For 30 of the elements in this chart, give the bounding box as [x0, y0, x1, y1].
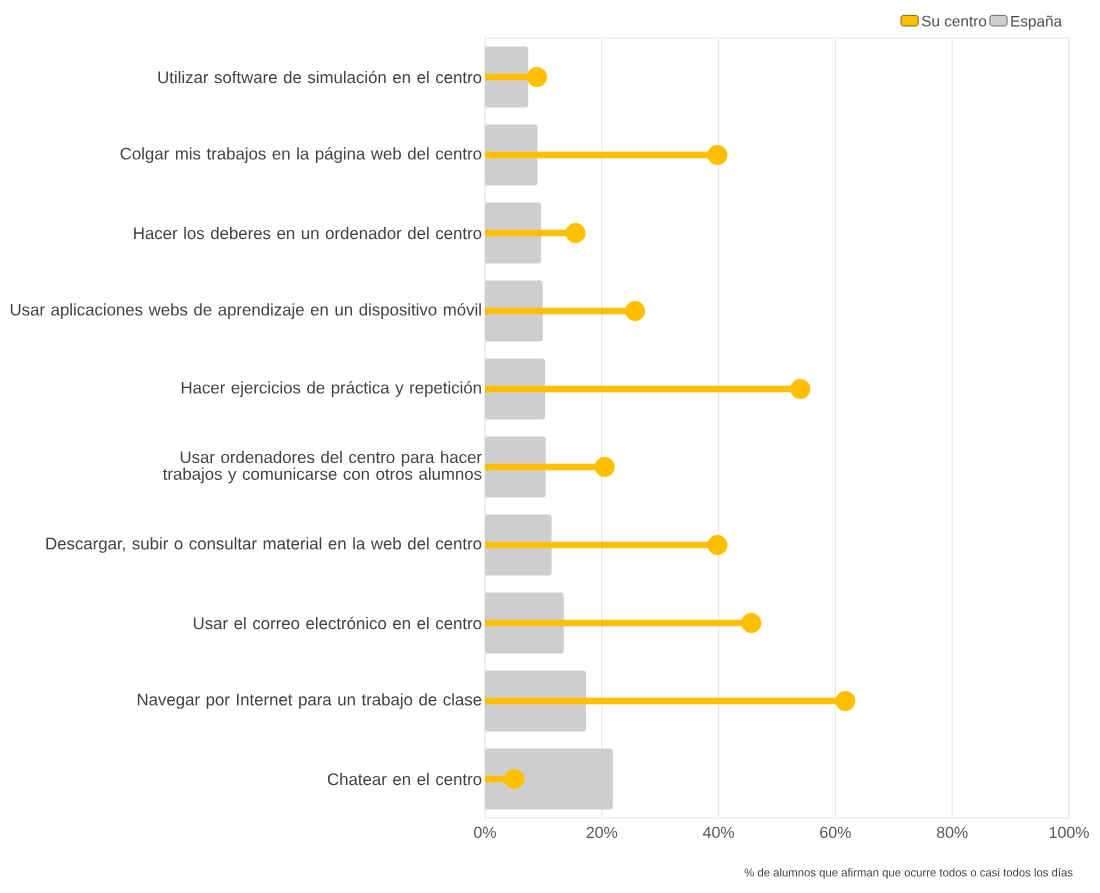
point [707, 144, 728, 166]
x-tick-label: 80% [936, 826, 968, 839]
point [504, 768, 525, 790]
point [594, 456, 615, 478]
y-tick-label: Navegar por Internet para un trabajo de clase [137, 693, 482, 709]
point [835, 690, 856, 712]
y-tick-label: Hacer ejercicios de práctica y repetición [181, 381, 481, 397]
x-axis-title: % de alumnos que afirman que ocurre todos o casi todos los días [744, 868, 1073, 879]
y-tick-label: Colgar mis trabajos en la página web del centro [120, 147, 482, 163]
point [707, 534, 728, 556]
point [526, 66, 548, 88]
bar [485, 748, 613, 810]
x-tick-label: 100% [1049, 826, 1089, 839]
legend-label: Su centro [921, 15, 987, 27]
y-tick-label: Hacer los deberes en un ordenador del centro [134, 226, 482, 240]
y-tick-label: Usar el correo electrónico en el centro [193, 616, 482, 630]
y-tick-label: Chatear en el centro [327, 772, 482, 786]
point [790, 378, 811, 400]
point [625, 300, 646, 322]
y-tick-label: Usar ordenadores del centro para hacer trabajos y comunicarse con otros alumnos [162, 450, 482, 484]
y-tick-label: Descargar, subir o consultar material en la web del centro [46, 537, 482, 553]
x-tick-label: 60% [820, 826, 851, 839]
point [741, 612, 762, 634]
legend-label: España [1011, 15, 1063, 30]
x-tick-label: 40% [702, 826, 735, 839]
y-tick-label: Usar aplicaciones webs de aprendizaje en un dispositivo móvil [10, 303, 481, 319]
x-tick-label: 20% [586, 826, 618, 839]
x-tick-label: 0% [474, 826, 496, 839]
point [565, 222, 586, 244]
y-tick-label: Utilizar software de simulación en el centro [158, 70, 482, 84]
